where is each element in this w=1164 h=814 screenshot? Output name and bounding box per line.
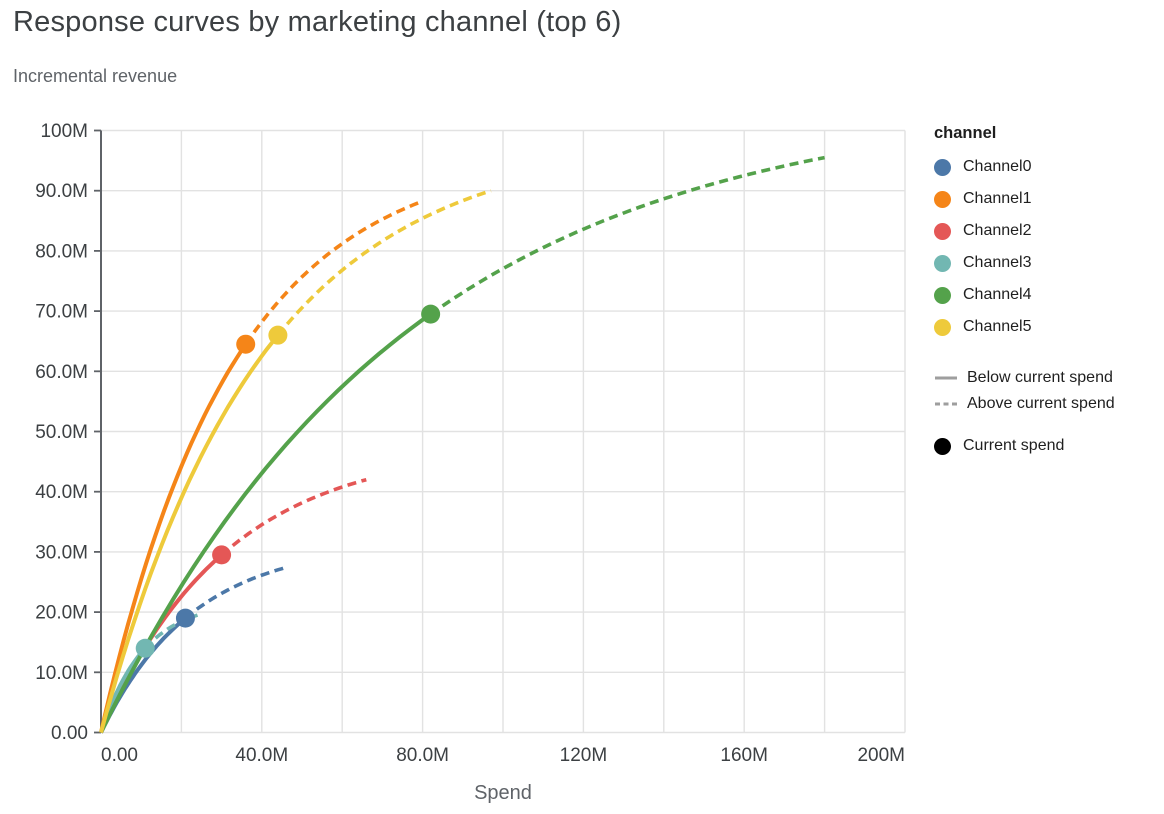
current-spend-dot-icon — [934, 437, 951, 455]
legend-item-above-current-spend: Above current spend — [934, 391, 1162, 417]
chart-title: Response curves by marketing channel (to… — [13, 6, 622, 38]
response-curve-dashed-Channel1 — [244, 201, 420, 346]
x-tick-label: 200M — [857, 745, 905, 766]
response-curve-solid-Channel4 — [99, 312, 432, 734]
channel0-color-dot-icon — [934, 158, 951, 176]
current-spend-dots — [135, 304, 441, 658]
current-spend-dot-Channel2 — [212, 545, 232, 565]
y-tick-label: 90.0M — [35, 181, 88, 202]
channel5-color-dot-icon — [934, 318, 951, 336]
chart-subtitle: Incremental revenue — [13, 66, 178, 86]
legend-label: Channel4 — [963, 286, 1032, 303]
response-curve-solid-Channel1 — [99, 343, 248, 733]
chart-legend: channel Channel0 Channel1 Channel2 Chann… — [934, 124, 1162, 461]
x-tick-label: 80.0M — [396, 745, 449, 766]
channel1-color-dot-icon — [934, 190, 951, 208]
channel2-color-dot-icon — [934, 222, 951, 240]
line-style-legend: Below current spend Above current spend — [934, 365, 1162, 417]
y-tick-label: 100M — [40, 121, 88, 142]
current-spend-dot-Channel4 — [421, 304, 441, 324]
y-tick-label: 20.0M — [35, 603, 88, 624]
legend-label: Channel0 — [963, 158, 1032, 175]
y-tick-label: 0.00 — [51, 723, 88, 744]
y-tick-label: 70.0M — [35, 302, 88, 323]
response-curve-dashed-Channel0 — [184, 565, 289, 620]
legend-item-channel2: Channel2 — [934, 215, 1162, 247]
x-tick-label: 120M — [560, 745, 608, 766]
x-tick-label: 160M — [720, 745, 768, 766]
legend-label: Channel1 — [963, 190, 1032, 207]
current-spend-dot-Channel1 — [236, 334, 256, 354]
response-curve-dashed-Channel5 — [276, 188, 492, 337]
gridlines — [100, 129, 906, 734]
y-tick-label: 40.0M — [35, 482, 88, 503]
legend-label: Above current spend — [967, 395, 1115, 412]
y-tick-label: 60.0M — [35, 362, 88, 383]
response-curve-dashed-Channel4 — [429, 155, 825, 316]
response-curve-dashed-Channel3 — [143, 613, 199, 650]
solid-line-icon — [935, 376, 957, 380]
y-tick-label: 80.0M — [35, 241, 88, 262]
response-curves — [99, 155, 825, 734]
legend-item-channel1: Channel1 — [934, 183, 1162, 215]
dashed-line-icon — [935, 402, 957, 406]
channel4-color-dot-icon — [934, 286, 951, 304]
legend-item-below-current-spend: Below current spend — [934, 365, 1162, 391]
y-tick-label: 10.0M — [35, 663, 88, 684]
legend-label: Channel3 — [963, 254, 1032, 271]
current-spend-dot-Channel5 — [268, 325, 288, 345]
legend-item-channel5: Channel5 — [934, 311, 1162, 343]
legend-item-channel0: Channel0 — [934, 151, 1162, 183]
current-spend-dot-Channel0 — [175, 608, 195, 628]
y-tick-label: 50.0M — [35, 422, 88, 443]
x-tick-label: 0.00 — [101, 745, 138, 766]
response-curve-solid-Channel5 — [99, 333, 280, 734]
legend-label: Current spend — [963, 437, 1065, 454]
x-axis-title: Spend — [474, 782, 532, 804]
channel3-color-dot-icon — [934, 254, 951, 272]
legend-label: Channel2 — [963, 222, 1032, 239]
current-spend-dot-Channel3 — [135, 638, 155, 658]
legend-item-channel3: Channel3 — [934, 247, 1162, 279]
legend-label: Below current spend — [967, 369, 1113, 386]
legend-header: channel — [934, 124, 997, 142]
y-tick-label: 30.0M — [35, 542, 88, 563]
axes — [94, 129, 102, 734]
legend-item-channel4: Channel4 — [934, 279, 1162, 311]
legend-label: Channel5 — [963, 318, 1032, 335]
response-curve-dashed-Channel2 — [220, 477, 367, 557]
x-axis-labels: 0.00 40.0M 80.0M 120M 160M 200M — [101, 745, 905, 766]
y-axis-labels: 0.00 10.0M 20.0M 30.0M 40.0M 50.0M 60.0M… — [35, 121, 88, 744]
x-tick-label: 40.0M — [235, 745, 288, 766]
legend-item-current-spend: Current spend — [934, 431, 1162, 461]
